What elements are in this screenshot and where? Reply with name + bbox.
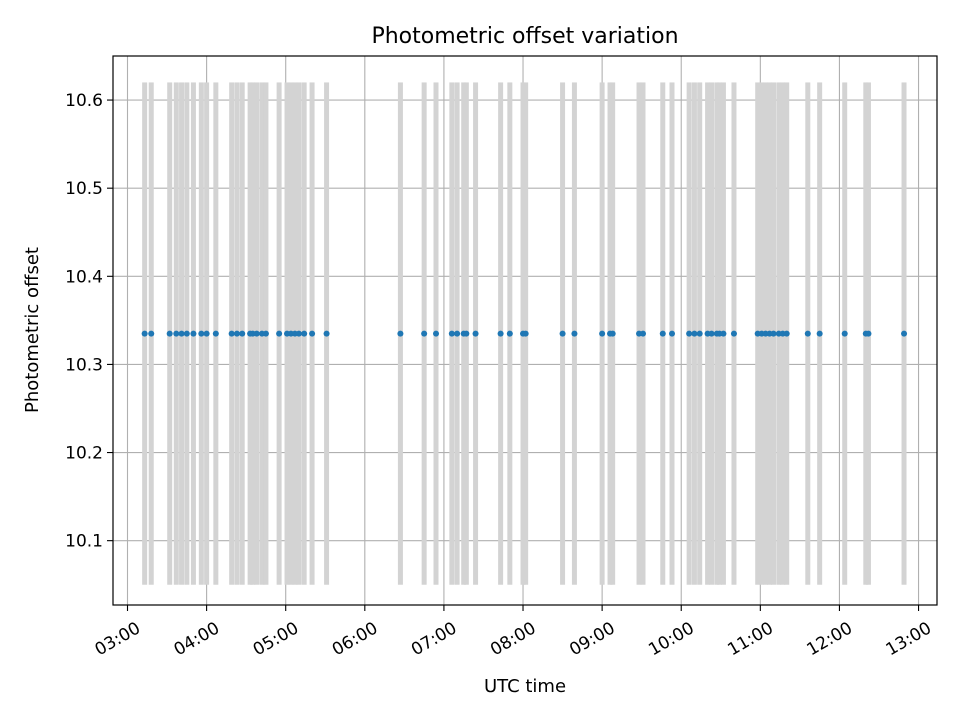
y-axis-label: Photometric offset bbox=[22, 247, 43, 413]
data-point bbox=[816, 330, 823, 337]
data-point bbox=[212, 330, 219, 337]
data-point bbox=[253, 330, 260, 337]
data-point bbox=[228, 330, 235, 337]
data-point bbox=[841, 330, 848, 337]
data-point bbox=[421, 330, 428, 337]
data-point bbox=[276, 330, 283, 337]
data-point bbox=[659, 330, 666, 337]
data-point bbox=[198, 330, 205, 337]
x-axis-label: UTC time bbox=[484, 676, 566, 697]
data-point bbox=[686, 330, 693, 337]
data-point bbox=[178, 330, 185, 337]
data-point bbox=[708, 330, 715, 337]
y-tick-label: 10.1 bbox=[65, 532, 103, 552]
data-point bbox=[472, 330, 479, 337]
data-point bbox=[770, 330, 777, 337]
data-point bbox=[571, 330, 578, 337]
data-point bbox=[173, 330, 180, 337]
data-point bbox=[233, 330, 240, 337]
data-point bbox=[783, 330, 790, 337]
data-points bbox=[141, 330, 908, 337]
y-tick-label: 10.6 bbox=[65, 91, 103, 111]
y-tick-label: 10.5 bbox=[65, 179, 103, 199]
data-point bbox=[183, 330, 190, 337]
data-point bbox=[433, 330, 440, 337]
data-point bbox=[190, 330, 197, 337]
data-point bbox=[901, 330, 908, 337]
data-point bbox=[166, 330, 173, 337]
data-point bbox=[804, 330, 811, 337]
data-point bbox=[730, 330, 737, 337]
data-point bbox=[865, 330, 872, 337]
data-point bbox=[148, 330, 155, 337]
data-point bbox=[696, 330, 703, 337]
data-point bbox=[141, 330, 148, 337]
data-point bbox=[262, 330, 269, 337]
plot-frame bbox=[112, 55, 938, 606]
data-point bbox=[309, 330, 316, 337]
y-tick-label: 10.3 bbox=[65, 355, 103, 375]
y-tick-label: 10.4 bbox=[65, 267, 103, 287]
data-point bbox=[301, 330, 308, 337]
data-point bbox=[497, 330, 504, 337]
data-point bbox=[454, 330, 461, 337]
chart-title: Photometric offset variation bbox=[371, 24, 678, 49]
data-point bbox=[720, 330, 727, 337]
data-point bbox=[559, 330, 566, 337]
data-point bbox=[506, 330, 513, 337]
data-point bbox=[397, 330, 404, 337]
y-tick-label: 10.2 bbox=[65, 444, 103, 464]
data-point bbox=[522, 330, 529, 337]
data-point bbox=[599, 330, 606, 337]
data-point bbox=[323, 330, 330, 337]
data-point bbox=[639, 330, 646, 337]
data-point bbox=[239, 330, 246, 337]
data-point bbox=[669, 330, 676, 337]
data-point bbox=[448, 330, 455, 337]
data-point bbox=[691, 330, 698, 337]
data-point bbox=[463, 330, 470, 337]
data-point bbox=[609, 330, 616, 337]
data-point bbox=[203, 330, 210, 337]
y-axis-ticks: 10.1 10.2 10.3 10.4 10.5 10.6 bbox=[65, 91, 113, 552]
data-point bbox=[295, 330, 302, 337]
